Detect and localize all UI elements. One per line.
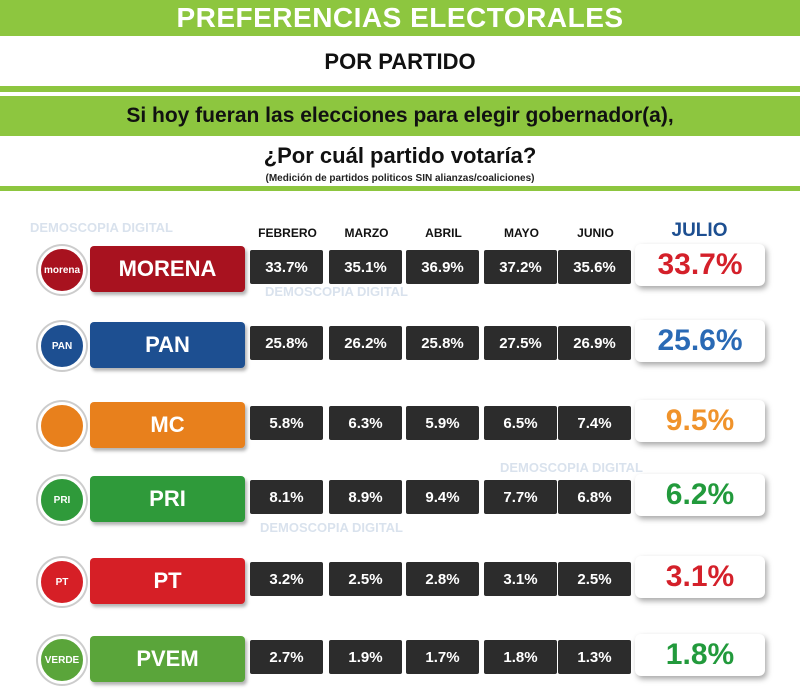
value-cell: 6.5% xyxy=(484,406,557,440)
value-cell: 3.2% xyxy=(250,562,323,596)
table-row: PT PT 3.2% 2.5% 2.8% 3.1% 2.5% 3.1% xyxy=(0,554,800,610)
table-row: PRI PRI 8.1% 8.9% 9.4% 7.7% 6.8% 6.2% xyxy=(0,472,800,528)
value-cell: 6.8% xyxy=(558,480,631,514)
column-header-junio: JUNIO xyxy=(577,226,614,240)
column-header-julio: JULIO xyxy=(671,220,728,241)
julio-value-cell: 25.6% xyxy=(635,320,765,362)
value-cell: 36.9% xyxy=(406,250,479,284)
column-header-abril: ABRIL xyxy=(425,226,462,240)
value-cell: 8.9% xyxy=(329,480,402,514)
page-subtitle: POR PARTIDO xyxy=(324,49,476,74)
julio-value-cell: 1.8% xyxy=(635,634,765,676)
value-cell: 1.3% xyxy=(558,640,631,674)
party-logo-icon: morena xyxy=(38,246,86,294)
table-row: VERDE PVEM 2.7% 1.9% 1.7% 1.8% 1.3% 1.8% xyxy=(0,632,800,688)
question-bar: Si hoy fueran las elecciones para elegir… xyxy=(0,96,800,136)
party-name: MORENA xyxy=(90,246,245,292)
value-cell: 25.8% xyxy=(250,326,323,360)
value-cell: 5.8% xyxy=(250,406,323,440)
divider-line-2 xyxy=(0,186,800,191)
page-title: PREFERENCIAS ELECTORALES xyxy=(176,2,624,33)
table-row: PAN PAN 25.8% 26.2% 25.8% 27.5% 26.9% 25.6% xyxy=(0,318,800,374)
value-cell: 1.7% xyxy=(406,640,479,674)
subtitle-bar: POR PARTIDO xyxy=(0,40,800,84)
value-cell: 7.7% xyxy=(484,480,557,514)
value-cell: 3.1% xyxy=(484,562,557,596)
value-cell: 1.9% xyxy=(329,640,402,674)
value-cell: 37.2% xyxy=(484,250,557,284)
value-cell: 27.5% xyxy=(484,326,557,360)
column-header-febrero: FEBRERO xyxy=(258,226,317,240)
party-logo-icon: PRI xyxy=(38,476,86,524)
value-cell: 35.1% xyxy=(329,250,402,284)
title-bar: PREFERENCIAS ELECTORALES xyxy=(0,0,800,36)
julio-value-cell: 3.1% xyxy=(635,556,765,598)
party-name: PAN xyxy=(90,322,245,368)
party-logo-icon: PAN xyxy=(38,322,86,370)
column-header-mayo: MAYO xyxy=(504,226,539,240)
value-cell: 2.8% xyxy=(406,562,479,596)
julio-value-cell: 9.5% xyxy=(635,400,765,442)
value-cell: 5.9% xyxy=(406,406,479,440)
value-cell: 33.7% xyxy=(250,250,323,284)
question2-block: ¿Por cuál partido votaría? xyxy=(0,143,800,173)
party-logo-icon: VERDE xyxy=(38,636,86,684)
value-cell: 1.8% xyxy=(484,640,557,674)
value-cell: 6.3% xyxy=(329,406,402,440)
julio-value-cell: 6.2% xyxy=(635,474,765,516)
value-cell: 25.8% xyxy=(406,326,479,360)
julio-value-cell: 33.7% xyxy=(635,244,765,286)
party-name: PT xyxy=(90,558,245,604)
watermark-2: DEMOSCOPIA DIGITAL xyxy=(265,284,408,299)
question-text: Si hoy fueran las elecciones para elegir… xyxy=(126,104,674,127)
value-cell: 35.6% xyxy=(558,250,631,284)
question2-text: ¿Por cuál partido votaría? xyxy=(263,143,537,168)
value-cell: 9.4% xyxy=(406,480,479,514)
watermark-3: DEMOSCOPIA DIGITAL xyxy=(500,460,643,475)
divider-line xyxy=(0,86,800,92)
party-logo-icon xyxy=(38,402,86,450)
party-logo-icon: PT xyxy=(38,558,86,606)
party-name: PRI xyxy=(90,476,245,522)
party-name: PVEM xyxy=(90,636,245,682)
value-cell: 8.1% xyxy=(250,480,323,514)
note-block: (Medición de partidos politicos SIN alia… xyxy=(0,168,800,184)
watermark-1: DEMOSCOPIA DIGITAL xyxy=(30,220,173,235)
value-cell: 26.9% xyxy=(558,326,631,360)
table-row: morena MORENA 33.7% 35.1% 36.9% 37.2% 35.6% 33.… xyxy=(0,242,800,298)
value-cell: 26.2% xyxy=(329,326,402,360)
note-text: (Medición de partidos politicos SIN alia… xyxy=(265,173,535,184)
watermark-4: DEMOSCOPIA DIGITAL xyxy=(260,520,403,535)
value-cell: 2.7% xyxy=(250,640,323,674)
value-cell: 2.5% xyxy=(558,562,631,596)
value-cell: 2.5% xyxy=(329,562,402,596)
party-name: MC xyxy=(90,402,245,448)
value-cell: 7.4% xyxy=(558,406,631,440)
table-row: MC 5.8% 6.3% 5.9% 6.5% 7.4% 9.5% xyxy=(0,398,800,454)
column-header-marzo: MARZO xyxy=(344,226,389,240)
